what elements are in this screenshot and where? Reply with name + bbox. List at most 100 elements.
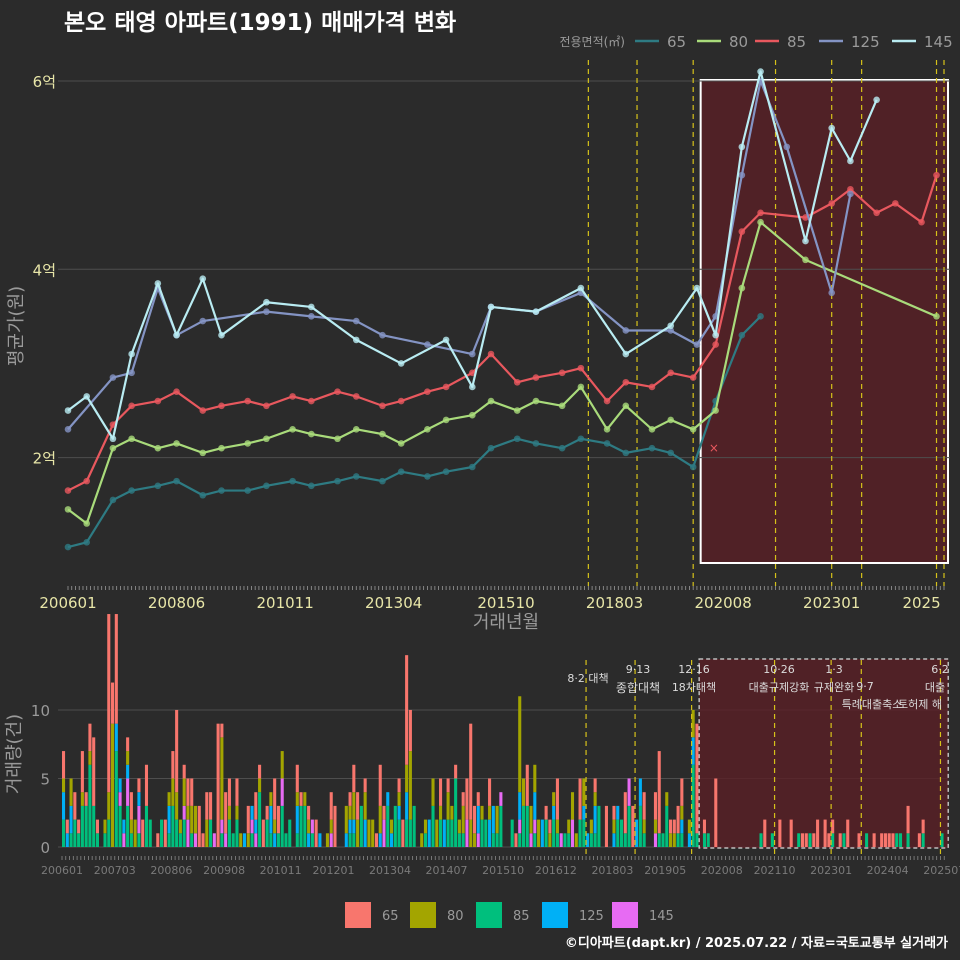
volume-bar-145: [250, 819, 254, 834]
data-point-65: [199, 491, 207, 499]
data-point-125: [199, 317, 207, 325]
volume-bar-85: [118, 805, 122, 847]
data-point-80: [648, 426, 656, 433]
legend-label-80: 80: [729, 33, 748, 51]
volume-bar-85: [680, 833, 684, 847]
data-point-85: [469, 369, 476, 377]
data-point-145: [873, 96, 880, 104]
volume-bar-80: [175, 792, 179, 820]
volume-bar-65: [461, 792, 465, 806]
data-point-125: [109, 374, 117, 381]
volume-bar-145: [382, 819, 386, 847]
volume-bar-80: [423, 819, 428, 834]
x-tick-label: 201011: [260, 864, 302, 877]
volume-bar-80: [167, 792, 171, 806]
volume-bar-85: [521, 805, 526, 847]
volume-bar-65: [261, 819, 265, 847]
volume-bar-80: [480, 805, 484, 820]
volume-bar-65: [156, 833, 160, 847]
volume-bar-85: [288, 819, 292, 847]
data-point-80: [263, 435, 270, 443]
volume-bar-145: [137, 805, 141, 834]
volume-bar-85: [412, 805, 416, 847]
volume-bar-80: [665, 792, 669, 806]
volume-bar-145: [476, 833, 480, 847]
volume-bar-80: [80, 792, 84, 806]
volume-bar-85: [544, 819, 548, 847]
volume-bar-85: [454, 778, 458, 847]
volume-bar-65: [216, 723, 220, 847]
volume-bar-80: [280, 751, 284, 779]
volume-bar-65: [472, 805, 477, 834]
volume-bar-85: [182, 819, 186, 847]
volume-bar-145: [329, 833, 333, 847]
volume-bar-65: [408, 709, 412, 752]
data-point-65: [308, 482, 315, 490]
volume-bar-80: [205, 819, 209, 847]
volume-bar-85: [552, 819, 556, 847]
data-point-125: [622, 327, 630, 334]
volume-bar-125: [242, 833, 247, 847]
volume-bar-145: [220, 819, 224, 834]
data-point-85: [933, 171, 940, 179]
data-point-65: [128, 487, 135, 494]
data-point-145: [469, 383, 476, 391]
volume-bar-85: [69, 833, 73, 847]
volume-bar-125: [687, 833, 691, 847]
volume-bar-65: [374, 833, 378, 847]
volume-bar-80: [356, 819, 360, 847]
volume-bar-65: [454, 764, 458, 779]
y-axis-title: 거래량(건): [4, 714, 25, 794]
highlight-box: [699, 79, 950, 564]
volume-bar-80: [642, 819, 646, 834]
volume-bar-80: [691, 709, 695, 738]
volume-bar-65: [77, 819, 81, 834]
volume-bar-65: [352, 764, 356, 793]
volume-bar-85: [250, 833, 254, 847]
volume-bar-145: [193, 833, 198, 847]
volume-bar-125: [552, 805, 556, 820]
event-annotation: 규제완화: [814, 681, 854, 694]
volume-bar-65: [465, 778, 469, 820]
data-point-65: [469, 463, 476, 471]
volume-bar-65: [838, 833, 842, 847]
volume-bar-80: [88, 751, 92, 765]
x-tick-label: 201011: [256, 594, 313, 612]
volume-bar-65: [205, 792, 209, 820]
volume-bar-85: [359, 805, 363, 847]
legend-swatch-85: [476, 902, 502, 928]
volume-bar-125: [118, 778, 122, 793]
volume-bar-65: [525, 764, 529, 806]
volume-bar-80: [431, 778, 435, 806]
volume-bar-80: [129, 819, 133, 834]
data-point-65: [154, 482, 162, 490]
volume-bar-85: [627, 805, 631, 847]
data-point-145: [128, 350, 135, 358]
volume-bar-85: [533, 833, 537, 847]
x-tick-label: 202301: [803, 594, 860, 612]
x-tick-label: 200601: [41, 864, 83, 877]
volume-bar-65: [129, 792, 133, 820]
volume-bar-85: [178, 833, 182, 847]
volume-bar-85: [227, 819, 231, 847]
x-tick-label: 201201: [312, 864, 354, 877]
volume-bar-125: [254, 819, 258, 834]
data-point-65: [532, 440, 540, 447]
volume-bar-80: [446, 792, 450, 820]
data-point-125: [128, 369, 135, 377]
volume-bar-65: [186, 778, 190, 806]
data-point-125: [379, 331, 386, 339]
volume-bar-80: [269, 792, 273, 806]
data-point-85: [828, 200, 835, 207]
volume-bar-85: [665, 805, 669, 847]
volume-bar-85: [393, 805, 397, 847]
volume-bar-125: [137, 792, 141, 806]
price-chart: 2억 4억 6억 200601 200806 201011 201304 201510 2018…: [6, 33, 953, 633]
volume-bar-80: [612, 819, 616, 834]
volume-bar-85: [431, 805, 435, 847]
y-tick-label: 0: [40, 839, 50, 857]
data-point-85: [577, 364, 585, 372]
volume-bar-65: [201, 833, 205, 847]
x-tick-label: 201304: [365, 594, 422, 612]
